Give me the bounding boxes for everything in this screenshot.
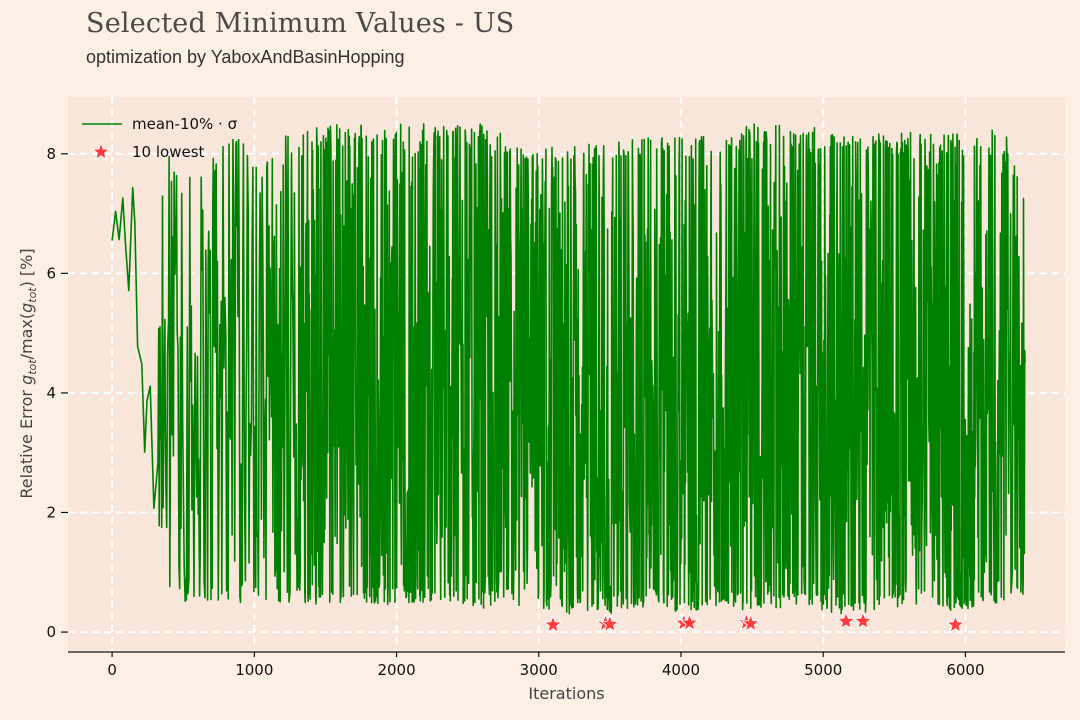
x-tick-label: 5000 [804,661,842,679]
x-axis-label: Iterations [528,684,604,703]
series-line-mean [111,123,1026,615]
lowest-point-star [945,614,966,634]
chart-subtitle: optimization by YaboxAndBasinHopping [86,47,405,67]
series-area [111,123,1026,615]
x-tick-label: 0 [107,661,117,679]
legend-entry-markers: 10 lowest [132,143,205,161]
x-tick-label: 3000 [520,661,558,679]
chart-title: Selected Minimum Values - US [86,8,515,39]
y-tick-label: 4 [46,384,56,402]
y-tick-label: 2 [46,503,56,521]
y-axis-label: Relative Error gtot/max(gtot) [%] [17,248,39,498]
lowest-point-star [679,612,700,632]
y-tick-label: 8 [46,145,56,163]
y-axis-label-g2: g [17,303,36,313]
y-axis-label-sub1: tot [26,359,39,375]
legend-entry-line: mean-10% · σ [132,115,238,133]
ticks: 0 1000 2000 3000 4000 5000 6000 0 2 4 6 8 [46,145,984,679]
y-axis-label-mid: /max( [17,313,36,360]
x-tick-label: 4000 [662,661,700,679]
x-tick-label: 2000 [377,661,415,679]
y-axis-label-pre: Relative Error [17,385,36,499]
lowest-point-star [599,613,620,633]
x-tick-label: 1000 [235,661,273,679]
markers [543,610,966,634]
y-axis-label-post: ) [%] [17,248,36,287]
legend: mean-10% · σ 10 lowest [82,115,238,161]
lowest-point-star [853,610,873,630]
legend-star-icon [91,141,111,161]
y-tick-label: 6 [46,264,56,282]
lowest-point-star [543,614,563,634]
lowest-point-star [836,610,856,630]
y-axis-label-g1: g [17,375,36,385]
y-tick-label: 0 [46,623,56,641]
lowest-point-star [740,613,761,633]
y-axis-label-sub2: tot [26,287,39,303]
x-tick-label: 6000 [946,661,984,679]
